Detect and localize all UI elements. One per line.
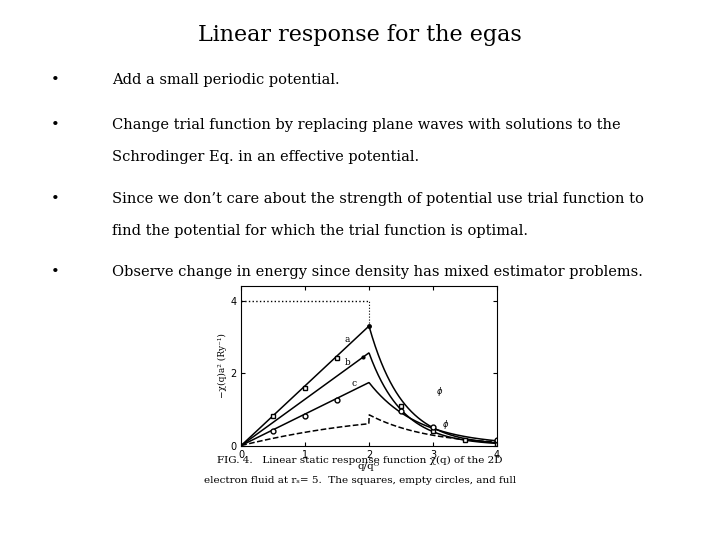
Text: Since we don’t care about the strength of potential use trial function to: Since we don’t care about the strength o… bbox=[112, 192, 644, 206]
Text: Schrodinger Eq. in an effective potential.: Schrodinger Eq. in an effective potentia… bbox=[112, 150, 419, 164]
Text: $\phi$: $\phi$ bbox=[443, 417, 450, 431]
Text: •: • bbox=[50, 192, 59, 206]
Text: Linear response for the egas: Linear response for the egas bbox=[198, 24, 522, 46]
Text: b: b bbox=[345, 358, 351, 367]
Text: find the potential for which the trial function is optimal.: find the potential for which the trial f… bbox=[112, 224, 528, 238]
Text: Change trial function by replacing plane waves with solutions to the: Change trial function by replacing plane… bbox=[112, 118, 620, 132]
Text: •: • bbox=[50, 118, 59, 132]
X-axis label: q/qᴼ: q/qᴼ bbox=[358, 462, 380, 471]
Text: •: • bbox=[50, 73, 59, 87]
Y-axis label: −χ(q)a² (Ry⁻¹): −χ(q)a² (Ry⁻¹) bbox=[218, 333, 228, 399]
Text: FIG. 4.   Linear static response function χ(q) of the 2D: FIG. 4. Linear static response function … bbox=[217, 456, 503, 465]
Text: a: a bbox=[345, 335, 350, 345]
Text: electron fluid at rₛ= 5.  The squares, empty circles, and full: electron fluid at rₛ= 5. The squares, em… bbox=[204, 476, 516, 485]
Text: Add a small periodic potential.: Add a small periodic potential. bbox=[112, 73, 339, 87]
Text: $\phi$: $\phi$ bbox=[436, 385, 444, 398]
Text: •: • bbox=[50, 266, 59, 279]
Text: c: c bbox=[351, 379, 356, 388]
Text: Observe change in energy since density has mixed estimator problems.: Observe change in energy since density h… bbox=[112, 266, 642, 279]
